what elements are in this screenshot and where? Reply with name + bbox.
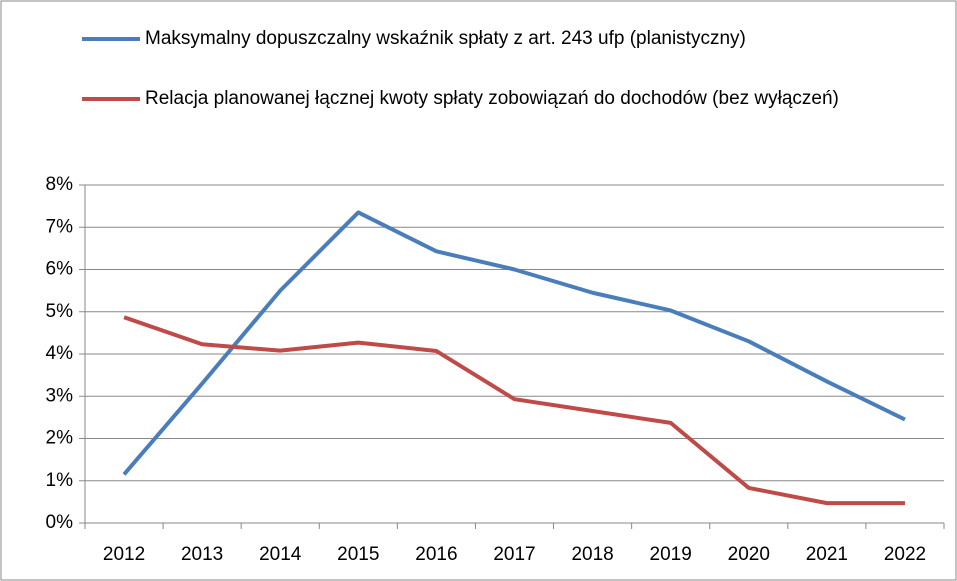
y-tick-label: 3% <box>46 385 74 406</box>
y-tick-label: 1% <box>46 470 74 491</box>
legend-label: Relacja planowanej łącznej kwoty spłaty … <box>145 88 839 109</box>
x-tick-label: 2012 <box>103 544 145 565</box>
x-tick-label: 2017 <box>493 544 535 565</box>
legend-item: Maksymalny dopuszczalny wskaźnik spłaty … <box>82 24 746 54</box>
x-tick-label: 2019 <box>650 544 692 565</box>
y-tick-label: 7% <box>46 216 74 237</box>
series-line <box>123 315 905 506</box>
x-tick-label: 2015 <box>337 544 379 565</box>
legend-label: Maksymalny dopuszczalny wskaźnik spłaty … <box>145 28 746 49</box>
x-tick-label: 2013 <box>181 544 223 565</box>
x-tick-label: 2021 <box>806 544 848 565</box>
legend-swatch <box>82 37 140 41</box>
legend-swatch <box>82 97 140 101</box>
y-tick-label: 6% <box>46 259 74 280</box>
x-tick-label: 2018 <box>571 544 613 565</box>
x-tick-label: 2016 <box>415 544 457 565</box>
y-tick-label: 4% <box>46 343 74 364</box>
x-tick-label: 2020 <box>728 544 770 565</box>
y-tick-label: 2% <box>46 428 74 449</box>
legend-item: Relacja planowanej łącznej kwoty spłaty … <box>82 84 839 114</box>
x-tick-label: 2014 <box>259 544 302 565</box>
y-tick-label: 5% <box>46 301 74 322</box>
series-line <box>122 210 906 476</box>
y-tick-label: 0% <box>46 512 74 533</box>
y-tick-label: 8% <box>46 174 74 195</box>
x-tick-label: 2022 <box>884 544 926 565</box>
